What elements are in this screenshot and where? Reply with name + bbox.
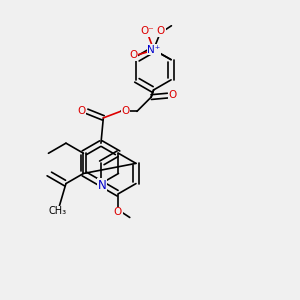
Text: O: O xyxy=(169,90,177,100)
Text: O: O xyxy=(121,106,130,116)
Text: N: N xyxy=(98,179,106,192)
Text: CH₃: CH₃ xyxy=(49,206,67,216)
Text: O: O xyxy=(157,26,165,36)
Text: N⁺: N⁺ xyxy=(147,44,161,55)
Text: O: O xyxy=(114,207,122,218)
Text: O: O xyxy=(77,106,86,116)
Text: O: O xyxy=(129,50,137,60)
Text: O⁻: O⁻ xyxy=(140,26,154,36)
